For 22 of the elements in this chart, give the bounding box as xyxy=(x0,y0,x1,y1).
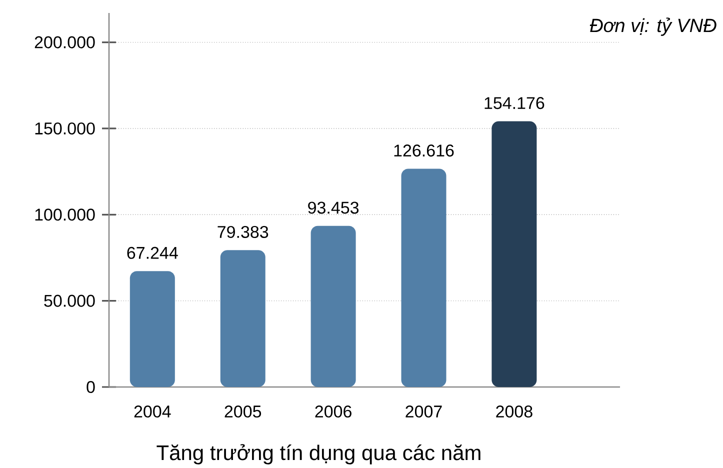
x-tick-label: 2005 xyxy=(224,406,262,418)
x-tick-label: 2007 xyxy=(406,406,442,418)
bar xyxy=(310,226,356,387)
bar xyxy=(492,121,537,387)
y-tick-label: 150.000 xyxy=(35,122,95,134)
bar xyxy=(401,168,446,387)
y-tick-label: 100.000 xyxy=(35,208,95,221)
data-label: 154.176 xyxy=(484,97,544,110)
y-tick-label: 200.000 xyxy=(34,36,95,48)
data-label: 67.244 xyxy=(127,246,178,259)
bar xyxy=(130,271,175,387)
data-label: 79.383 xyxy=(218,226,268,238)
data-label: 126.616 xyxy=(394,144,454,157)
y-tick-label: 0 xyxy=(86,380,95,394)
data-label: 93.453 xyxy=(308,202,359,214)
x-tick-label: 2004 xyxy=(134,406,171,418)
bar xyxy=(220,250,266,387)
y-tick-label: 50.000 xyxy=(44,294,95,307)
x-axis-title: Tăng trưởng tín dụng qua các năm xyxy=(156,444,480,464)
y-axis-title: Đơn vị: tỷ VNĐ xyxy=(590,18,716,36)
x-tick-label: 2006 xyxy=(315,406,352,418)
x-tick-label: 2008 xyxy=(496,406,532,418)
